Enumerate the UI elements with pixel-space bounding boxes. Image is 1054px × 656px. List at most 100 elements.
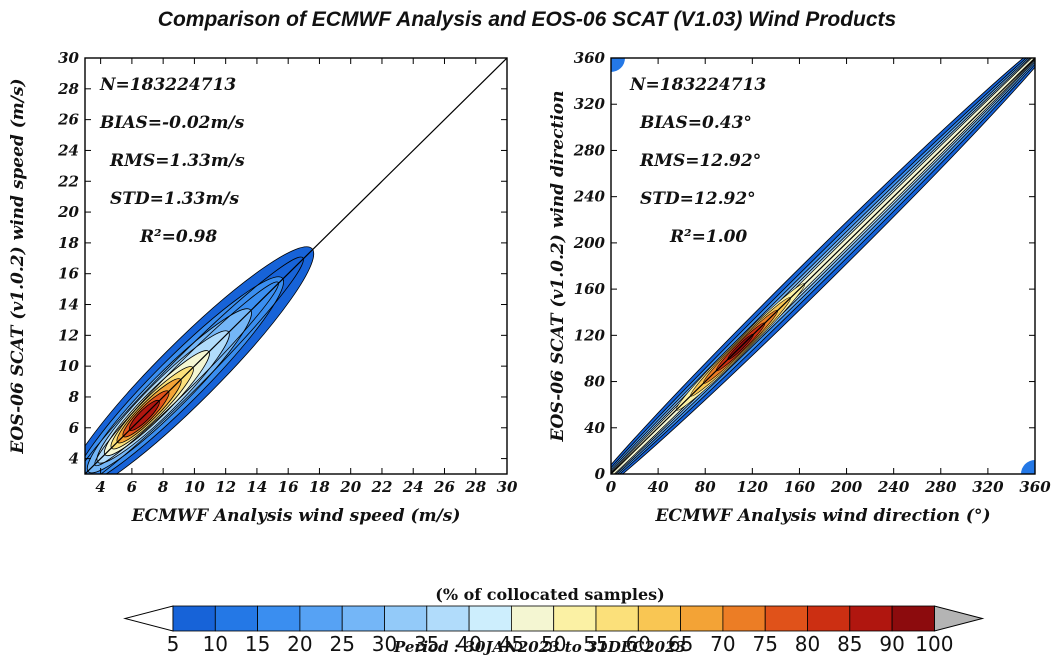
y-tick-label: 8 xyxy=(69,388,80,406)
y-tick-label: 360 xyxy=(574,49,606,67)
colorbar-label: 15 xyxy=(245,632,270,656)
x-tick-label: 22 xyxy=(371,478,393,496)
x-tick-label: 280 xyxy=(924,478,957,496)
stat-text: N=183224713 xyxy=(99,75,236,95)
y-tick-label: 22 xyxy=(57,172,79,190)
colorbar-swatch xyxy=(257,605,301,632)
colorbar-label: 40 xyxy=(456,632,481,656)
stat-text: RMS=1.33m/s xyxy=(109,151,245,171)
y-tick-label: 26 xyxy=(57,111,79,129)
period-label: Period : 30JAN2023 to 31DEC2023 xyxy=(393,638,686,656)
x-tick-label: 24 xyxy=(402,478,424,496)
x-axis-label: ECMWF Analysis wind speed (m/s) xyxy=(131,506,461,526)
colorbar-swatch xyxy=(637,605,681,632)
colorbar-swatch xyxy=(595,605,639,632)
colorbar-swatch xyxy=(680,605,724,632)
colorbar-label: 30 xyxy=(372,632,397,656)
colorbar-label: 45 xyxy=(499,632,524,656)
y-tick-label: 14 xyxy=(58,296,79,314)
y-tick-label: 200 xyxy=(573,234,606,252)
colorbar: (% of collocated samples) 5 10 15 20 25 30 35 40… xyxy=(123,585,985,656)
stat-text: R²=1.00 xyxy=(669,227,747,247)
colorbar-label: 35 xyxy=(414,632,439,656)
y-tick-label: 240 xyxy=(573,188,606,206)
colorbar-right-cap xyxy=(933,605,985,632)
colorbar-label: 70 xyxy=(710,632,735,656)
colorbar-label: 80 xyxy=(795,632,820,656)
wrap-patch xyxy=(1021,460,1035,474)
x-tick-label: 120 xyxy=(737,478,769,496)
x-tick-label: 18 xyxy=(309,478,330,496)
x-tick-label: 360 xyxy=(1019,478,1051,496)
y-tick-label: 16 xyxy=(58,265,79,283)
colorbar-swatch xyxy=(468,605,512,632)
colorbar-swatch xyxy=(510,605,555,632)
y-tick-label: 28 xyxy=(57,80,79,98)
y-tick-label: 4 xyxy=(69,450,79,468)
colorbar-label: 85 xyxy=(837,632,862,656)
stat-text: STD=1.33m/s xyxy=(110,189,240,209)
x-tick-label: 320 xyxy=(972,478,1004,496)
colorbar-label: 65 xyxy=(668,632,693,656)
y-tick-label: 30 xyxy=(58,49,79,67)
y-axis-label: EOS-06 SCAT (v1.0.2) wind direction xyxy=(548,91,568,443)
y-tick-label: 20 xyxy=(57,203,79,221)
stat-text: N=183224713 xyxy=(629,75,766,95)
panel-direction: 0 40 80 120 160 200 240 280 320 360 0 40 80 120 160 200… xyxy=(548,49,1051,526)
wrap-patch xyxy=(611,58,625,72)
one-to-one-line xyxy=(611,58,1035,474)
y-tick-label: 24 xyxy=(57,141,79,159)
colorbar-label: 20 xyxy=(287,632,312,656)
panel-speed: 4 6 8 10 12 14 16 18 20 22 24 26 28 30 4 6 8 10 12 14 16 18 20… xyxy=(8,49,518,526)
y-axis-label: EOS-06 SCAT (v1.0.2) wind speed (m/s) xyxy=(8,78,28,454)
x-tick-label: 28 xyxy=(464,478,486,496)
plot-frame xyxy=(84,57,508,475)
x-tick-label: 10 xyxy=(184,478,205,496)
colorbar-swatch xyxy=(553,605,597,632)
stat-text: BIAS=-0.02m/s xyxy=(99,113,245,133)
chart-title: Comparison of ECMWF Analysis and EOS-06 … xyxy=(157,8,897,31)
y-tick-label: 0 xyxy=(595,465,606,483)
colorbar-label: 100 xyxy=(915,632,953,656)
colorbar-label: 75 xyxy=(752,632,777,656)
y-tick-label: 12 xyxy=(58,326,79,344)
contour-line xyxy=(94,281,279,467)
x-tick-label: 16 xyxy=(278,478,299,496)
stat-text: R²=0.98 xyxy=(139,227,217,247)
colorbar-swatch xyxy=(214,605,259,632)
colorbar-label: 90 xyxy=(879,632,904,656)
x-tick-label: 12 xyxy=(215,478,236,496)
x-tick-label: 40 xyxy=(648,478,669,496)
y-tick-label: 160 xyxy=(574,280,606,298)
x-tick-label: 14 xyxy=(246,478,267,496)
x-tick-label: 200 xyxy=(830,478,863,496)
y-tick-label: 10 xyxy=(58,357,79,375)
stat-text: BIAS=0.43° xyxy=(639,113,752,133)
colorbar-swatch xyxy=(299,605,343,632)
x-tick-label: 30 xyxy=(497,478,518,496)
y-tick-label: 40 xyxy=(584,419,605,437)
x-tick-label: 20 xyxy=(339,478,361,496)
colorbar-label: 50 xyxy=(541,632,566,656)
one-to-one-line xyxy=(85,58,507,474)
colorbar-left-cap xyxy=(123,605,174,632)
colorbar-swatch xyxy=(764,605,808,632)
colorbar-swatch xyxy=(722,605,766,632)
colorbar-label: 5 xyxy=(167,632,180,656)
x-axis-label: ECMWF Analysis wind direction (°) xyxy=(654,506,990,526)
y-tick-label: 320 xyxy=(574,95,606,113)
x-tick-label: 4 xyxy=(95,478,105,496)
x-tick-label: 240 xyxy=(877,478,910,496)
colorbar-label: 25 xyxy=(329,632,354,656)
stat-text: STD=12.92° xyxy=(640,189,756,209)
colorbar-label: 55 xyxy=(583,632,608,656)
colorbar-swatch xyxy=(341,605,385,632)
y-tick-label: 18 xyxy=(58,234,79,252)
y-tick-label: 280 xyxy=(573,141,606,159)
x-tick-label: 160 xyxy=(784,478,816,496)
y-tick-label: 6 xyxy=(69,419,80,437)
stat-text: RMS=12.92° xyxy=(639,151,761,171)
colorbar-swatch xyxy=(849,605,893,632)
colorbar-swatch xyxy=(891,605,935,632)
